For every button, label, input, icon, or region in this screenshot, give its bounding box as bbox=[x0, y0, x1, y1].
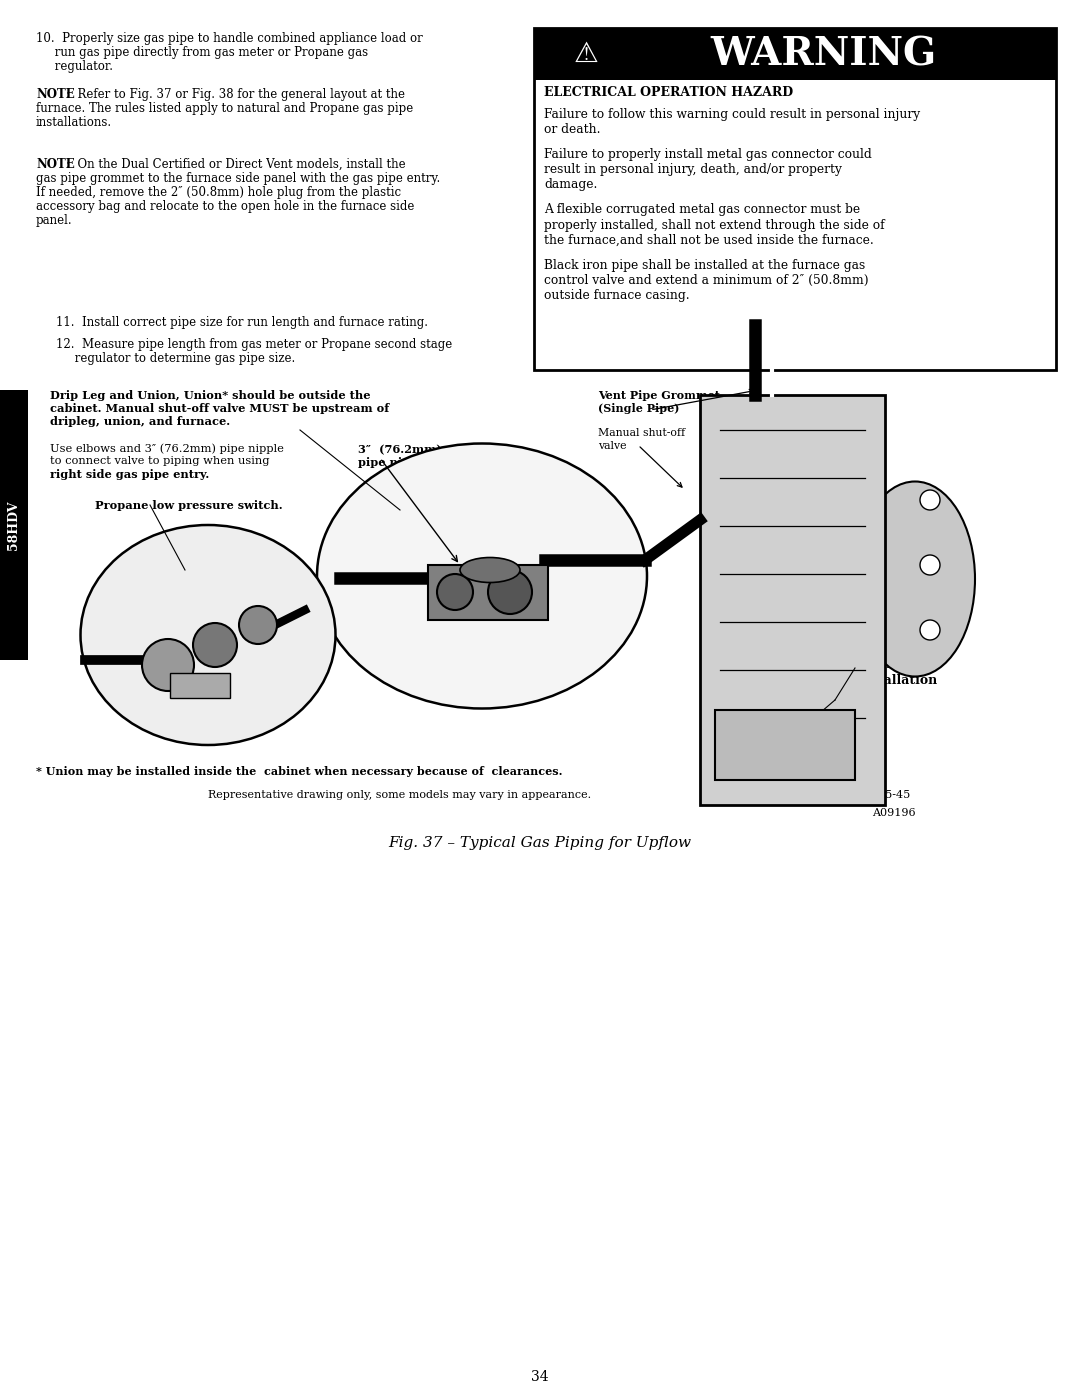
Text: cabinet. Manual shut-off valve MUST be upstream of: cabinet. Manual shut-off valve MUST be u… bbox=[50, 402, 389, 414]
Circle shape bbox=[239, 606, 276, 644]
Text: gas pipe grommet to the furnace side panel with the gas pipe entry.: gas pipe grommet to the furnace side pan… bbox=[36, 172, 441, 184]
Bar bbox=[700, 395, 885, 805]
Text: installation: installation bbox=[858, 673, 939, 687]
Text: (Single Pipe): (Single Pipe) bbox=[598, 402, 679, 414]
Ellipse shape bbox=[460, 557, 519, 583]
Text: 3″  (76.2mm): 3″ (76.2mm) bbox=[357, 444, 442, 455]
Bar bbox=[534, 28, 1056, 370]
Text: NOTE: NOTE bbox=[36, 88, 75, 101]
Text: ELECTRICAL OPERATION HAZARD: ELECTRICAL OPERATION HAZARD bbox=[544, 87, 793, 99]
Text: 58HDV: 58HDV bbox=[8, 500, 21, 550]
Text: A09196: A09196 bbox=[872, 807, 916, 819]
Text: run gas pipe directly from gas meter or Propane gas: run gas pipe directly from gas meter or … bbox=[36, 46, 368, 59]
Text: Propane low pressure switch.: Propane low pressure switch. bbox=[95, 500, 283, 511]
Circle shape bbox=[141, 638, 194, 692]
Text: Use elbows and 3″ (76.2mm) pipe nipple: Use elbows and 3″ (76.2mm) pipe nipple bbox=[50, 443, 284, 454]
Text: Manual shut-off: Manual shut-off bbox=[598, 427, 685, 439]
Text: 11.  Install correct pipe size for run length and furnace rating.: 11. Install correct pipe size for run le… bbox=[56, 316, 428, 330]
Ellipse shape bbox=[318, 443, 647, 708]
Bar bbox=[715, 710, 855, 780]
Text: valve: valve bbox=[598, 441, 626, 451]
Circle shape bbox=[920, 555, 940, 576]
Text: 10.  Properly size gas pipe to handle combined appliance load or: 10. Properly size gas pipe to handle com… bbox=[36, 32, 422, 45]
Text: 12.  Measure pipe length from gas meter or Propane second stage: 12. Measure pipe length from gas meter o… bbox=[56, 338, 453, 351]
Text: pipe nipple: pipe nipple bbox=[357, 457, 430, 468]
Bar bbox=[428, 564, 548, 620]
Text: installations.: installations. bbox=[36, 116, 112, 129]
Text: If needed, remove the 2″ (50.8mm) hole plug from the plastic: If needed, remove the 2″ (50.8mm) hole p… bbox=[36, 186, 401, 198]
Ellipse shape bbox=[855, 482, 975, 676]
Circle shape bbox=[920, 620, 940, 640]
Text: regulator to determine gas pipe size.: regulator to determine gas pipe size. bbox=[56, 352, 295, 365]
Text: Failure to follow this warning could result in personal injury
or death.: Failure to follow this warning could res… bbox=[544, 108, 920, 136]
Bar bbox=[534, 28, 1056, 80]
Text: :  Refer to Fig. 37 or Fig. 38 for the general layout at the: : Refer to Fig. 37 or Fig. 38 for the ge… bbox=[66, 88, 405, 101]
Text: furnace. The rules listed apply to natural and Propane gas pipe: furnace. The rules listed apply to natur… bbox=[36, 102, 414, 115]
Text: regulator.: regulator. bbox=[36, 60, 113, 73]
Text: accessory bag and relocate to the open hole in the furnace side: accessory bag and relocate to the open h… bbox=[36, 200, 415, 212]
Circle shape bbox=[920, 490, 940, 510]
Text: Representative drawing only, some models may vary in appearance.: Representative drawing only, some models… bbox=[208, 789, 592, 800]
Text: :  On the Dual Certified or Direct Vent models, install the: : On the Dual Certified or Direct Vent m… bbox=[66, 158, 406, 170]
Text: right side gas pipe entry.: right side gas pipe entry. bbox=[50, 469, 210, 481]
Ellipse shape bbox=[81, 525, 336, 745]
Text: 25-25-45: 25-25-45 bbox=[860, 789, 910, 800]
Circle shape bbox=[193, 623, 237, 666]
Text: dripleg, union, and furnace.: dripleg, union, and furnace. bbox=[50, 416, 230, 427]
Text: NOTE: NOTE bbox=[36, 158, 75, 170]
Bar bbox=[0, 390, 28, 659]
Text: A flexible corrugated metal gas connector must be
properly installed, shall not : A flexible corrugated metal gas connecto… bbox=[544, 204, 885, 246]
Text: Fig. 37 – Typical Gas Piping for Upflow: Fig. 37 – Typical Gas Piping for Upflow bbox=[389, 835, 691, 849]
Text: ⚠: ⚠ bbox=[573, 41, 598, 68]
Text: panel.: panel. bbox=[36, 214, 72, 226]
Circle shape bbox=[488, 570, 532, 615]
Text: Alternative: Alternative bbox=[858, 658, 936, 671]
Text: 34: 34 bbox=[531, 1370, 549, 1384]
Circle shape bbox=[437, 574, 473, 610]
Text: Failure to properly install metal gas connector could
result in personal injury,: Failure to properly install metal gas co… bbox=[544, 148, 872, 191]
Text: WARNING: WARNING bbox=[711, 35, 937, 73]
Text: to connect valve to piping when using: to connect valve to piping when using bbox=[50, 455, 270, 467]
Text: Drip Leg and Union, Union* should be outside the: Drip Leg and Union, Union* should be out… bbox=[50, 390, 370, 401]
Bar bbox=[170, 673, 230, 698]
Text: Vent Pipe Grommet: Vent Pipe Grommet bbox=[598, 390, 720, 401]
Text: * Union may be installed inside the  cabinet when necessary because of  clearanc: * Union may be installed inside the cabi… bbox=[36, 766, 563, 777]
Text: Black iron pipe shall be installed at the furnace gas
control valve and extend a: Black iron pipe shall be installed at th… bbox=[544, 258, 868, 302]
